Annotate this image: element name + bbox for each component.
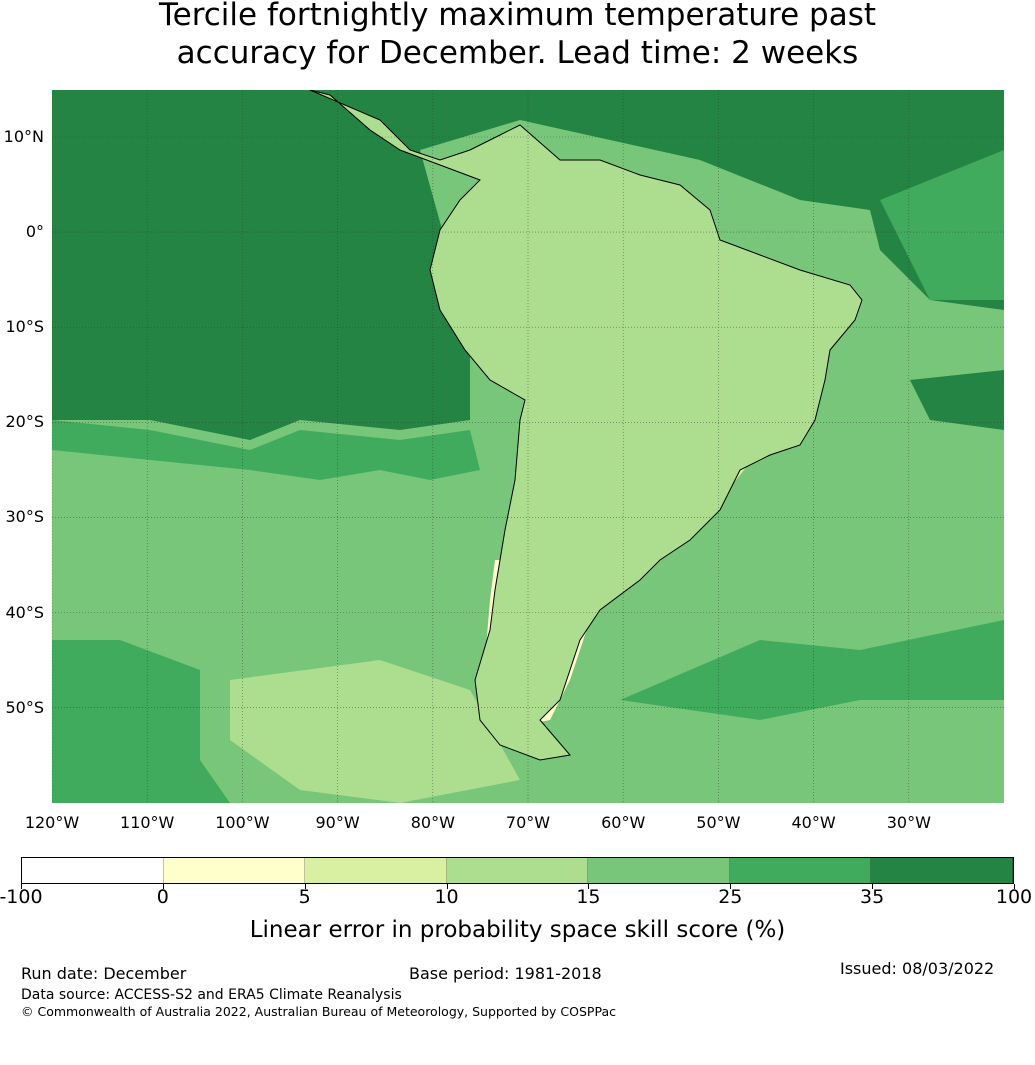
colorbar-tick bbox=[872, 884, 874, 889]
lon-label: 90°W bbox=[315, 813, 360, 832]
issued-date: Issued: 08/03/2022 bbox=[840, 959, 995, 978]
lat-label: 10°S bbox=[5, 317, 44, 337]
colorbar-tick-label: -100 bbox=[0, 886, 43, 908]
colorbar-tick-label: 0 bbox=[156, 886, 169, 908]
run-date: Run date: December bbox=[21, 964, 187, 983]
colorbar-tick bbox=[21, 884, 22, 889]
colorbar bbox=[21, 857, 1014, 884]
colorbar-swatch bbox=[305, 858, 447, 883]
data-source: Data source: ACCESS-S2 and ERA5 Climate … bbox=[21, 987, 402, 1003]
colorbar-tick-label: 15 bbox=[576, 886, 601, 908]
lon-label: 50°W bbox=[696, 813, 741, 832]
colorbar-swatch bbox=[163, 858, 306, 883]
band-15 bbox=[230, 660, 520, 803]
lon-label: 70°W bbox=[505, 813, 551, 832]
lon-label: 80°W bbox=[410, 813, 455, 832]
lon-label: 120°W bbox=[24, 813, 80, 832]
band-sw bbox=[52, 640, 230, 803]
lon-label: 110°W bbox=[120, 813, 175, 832]
colorbar-swatch bbox=[729, 858, 872, 883]
lat-label: 40°S bbox=[5, 602, 44, 622]
band-sa bbox=[620, 620, 1004, 720]
colorbar-tick-label: 35 bbox=[860, 886, 885, 908]
colorbar-tick-label: 100 bbox=[995, 886, 1033, 908]
colorbar-swatch bbox=[22, 858, 164, 883]
colorbar-tick bbox=[304, 884, 306, 889]
band-35 bbox=[52, 420, 480, 480]
colorbar-tick bbox=[446, 884, 448, 889]
lon-label: 100°W bbox=[215, 813, 270, 832]
colorbar-tick-label: 25 bbox=[718, 886, 743, 908]
colorbar-swatch bbox=[871, 858, 1014, 883]
band-e bbox=[910, 370, 1004, 430]
title-line-2: accuracy for December. Lead time: 2 week… bbox=[176, 35, 859, 71]
base-period: Base period: 1981-2018 bbox=[409, 964, 602, 983]
lat-label: 20°S bbox=[5, 412, 44, 432]
colorbar-tick bbox=[588, 884, 590, 889]
lon-label: 40°W bbox=[791, 813, 836, 832]
lat-label: 50°S bbox=[5, 697, 44, 717]
colorbar-tick-label: 5 bbox=[298, 886, 311, 908]
skill-map bbox=[52, 90, 1004, 803]
lat-label: 0° bbox=[25, 222, 44, 242]
colorbar-label: Linear error in probability space skill … bbox=[249, 917, 786, 943]
colorbar-tick bbox=[1014, 884, 1015, 889]
colorbar-tick bbox=[162, 884, 164, 889]
title-line-1: Tercile fortnightly maximum temperature … bbox=[158, 0, 877, 33]
colorbar-swatch bbox=[446, 858, 589, 883]
band-ne bbox=[880, 150, 1004, 300]
colorbar-tick bbox=[730, 884, 732, 889]
lat-label: 10°N bbox=[3, 127, 44, 146]
lon-label: 30°W bbox=[886, 813, 931, 832]
lon-label: 60°W bbox=[601, 813, 646, 832]
region-high-skill bbox=[52, 90, 1004, 440]
colorbar-swatch bbox=[588, 858, 730, 883]
copyright: © Commonwealth of Australia 2022, Austra… bbox=[21, 1004, 616, 1019]
colorbar-tick-label: 10 bbox=[434, 886, 459, 908]
chart-title: Tercile fortnightly maximum temperature … bbox=[0, 0, 1035, 72]
lat-label: 30°S bbox=[5, 507, 44, 527]
